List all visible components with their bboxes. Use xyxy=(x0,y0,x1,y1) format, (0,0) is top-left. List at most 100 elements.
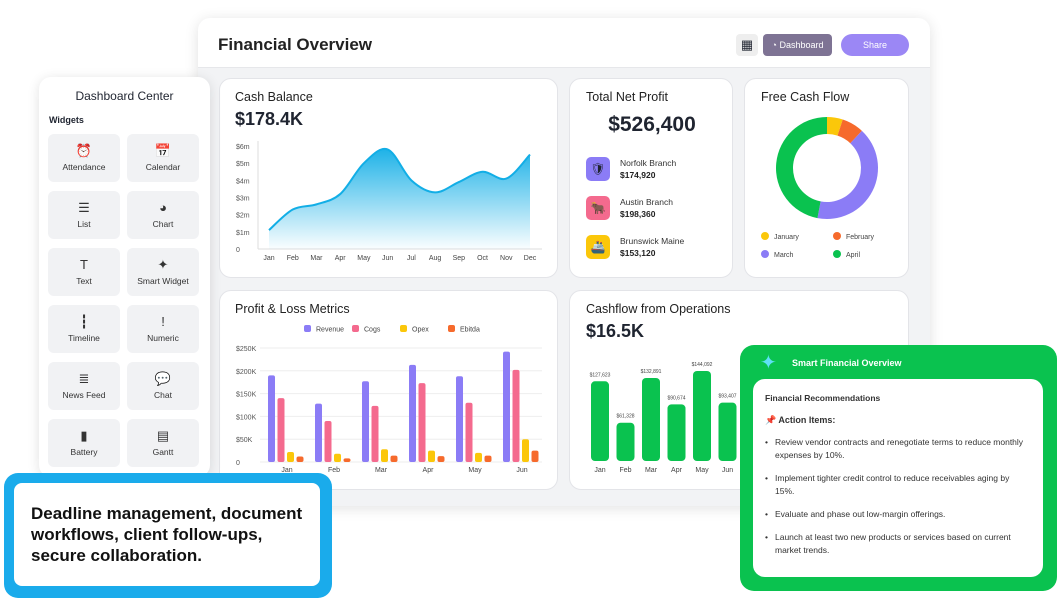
x-tick-label: Mar xyxy=(645,467,658,474)
smart-overview-title: Smart Financial Overview xyxy=(792,358,902,368)
grid-icon[interactable]: ▦ xyxy=(736,34,758,56)
clock-icon: ⏰ xyxy=(75,143,93,158)
widget-label: Attendance xyxy=(62,162,106,172)
header: Financial Overview ▦ ◔ Dashboard Share xyxy=(198,18,930,68)
list-icon: ☰ xyxy=(78,200,90,215)
card-title: Profit & Loss Metrics xyxy=(235,302,350,316)
bar-revenue xyxy=(315,403,322,462)
bar-cogs xyxy=(465,402,473,462)
bar-ebitda xyxy=(343,458,351,462)
recommendations-heading: Financial Recommendations xyxy=(765,393,881,403)
cashflow-ops-value: $16.5K xyxy=(586,321,645,341)
bar-cogs xyxy=(512,369,520,462)
area-fill xyxy=(269,148,530,249)
cash-balance-chart: 0 $1m $2m $3m $4m $5m $6m Jan Feb Mar Apr May Jun Jul… xyxy=(236,141,542,262)
recommendations-box: Financial Recommendations 📌 Action Items… xyxy=(753,379,1043,577)
widget-label: Chart xyxy=(152,219,174,229)
legend-swatch xyxy=(833,232,841,240)
legend-label: April xyxy=(846,252,860,259)
widget-label: Timeline xyxy=(68,333,100,343)
branch-name: Austin Branch xyxy=(620,197,673,207)
x-tick-label: Apr xyxy=(423,467,435,474)
widget-battery[interactable]: ▮ Battery xyxy=(48,419,120,467)
bar-ebitda xyxy=(531,450,539,462)
share-button[interactable]: Share xyxy=(841,34,909,56)
cashflow-bar xyxy=(667,404,686,461)
widget-label: Battery xyxy=(70,447,98,457)
legend-swatch xyxy=(761,250,769,258)
widget-chart[interactable]: ◕ Chart xyxy=(127,191,199,239)
y-tick-label: $5m xyxy=(236,161,250,168)
area-line xyxy=(268,147,531,231)
widget-numeric[interactable]: ! Numeric xyxy=(127,305,199,353)
data-label: $90,674 xyxy=(667,395,685,401)
widget-text[interactable]: T Text xyxy=(48,248,120,296)
bull-icon: 🐂 xyxy=(586,196,610,220)
recommendation-item: Review vendor contracts and renegotiate … xyxy=(765,436,1031,462)
callout-text: Deadline management, document workflows,… xyxy=(14,483,320,586)
branch-name: Brunswick Maine xyxy=(620,236,685,246)
x-tick-label: Mar xyxy=(375,467,388,474)
cashflow-bar xyxy=(591,381,609,461)
free-cash-flow-card: Free Cash Flow January February March April xyxy=(744,78,909,278)
cash-balance-card: Cash Balance $178.4K 0 $1m $2m $3m $4m $5m $6m… xyxy=(219,78,558,278)
x-tick-label: May xyxy=(468,467,482,474)
recommendation-item: Implement tighter credit control to redu… xyxy=(765,472,1031,498)
bar-revenue xyxy=(362,381,369,462)
data-label: $61,328 xyxy=(616,414,634,420)
widget-calendar[interactable]: 📅 Calendar xyxy=(127,134,199,182)
bar-cogs xyxy=(277,398,285,462)
x-tick-label: Nov xyxy=(500,255,513,262)
bar-opex xyxy=(334,453,341,462)
y-tick-label: $250K xyxy=(236,346,257,353)
panel-title: Dashboard Center xyxy=(75,89,174,103)
widget-label: Text xyxy=(76,276,92,286)
bar-opex xyxy=(475,452,482,462)
y-tick-label: $50K xyxy=(236,437,253,444)
card-title: Cash Balance xyxy=(235,90,313,104)
net-profit-value: $526,400 xyxy=(608,113,696,136)
dashboard-button[interactable]: ◔ Dashboard xyxy=(763,34,832,56)
data-label: $144,092 xyxy=(692,362,713,368)
dashboard-center-panel: Dashboard Center Widgets ⏰ Attendance 📅 Cal… xyxy=(39,77,210,477)
x-tick-label: Feb xyxy=(287,255,299,262)
numeric-icon: ! xyxy=(161,314,165,329)
sparkle-icon: ✦ xyxy=(157,257,169,272)
x-tick-label: Jul xyxy=(407,255,416,262)
y-tick-label: 0 xyxy=(236,460,240,467)
x-tick-label: Jan xyxy=(263,255,274,262)
x-tick-label: Dec xyxy=(524,255,537,262)
legend-swatch xyxy=(352,325,359,332)
widget-label: List xyxy=(77,219,91,229)
pl-card: Profit & Loss Metrics Revenue Cogs Opex Ebi… xyxy=(219,290,558,490)
chat-icon: 💬 xyxy=(154,371,172,386)
widget-attendance[interactable]: ⏰ Attendance xyxy=(48,134,120,182)
x-tick-label: Feb xyxy=(619,467,631,474)
bar-ebitda xyxy=(437,456,445,462)
widget-news-feed[interactable]: ≣ News Feed xyxy=(48,362,120,410)
widget-label: News Feed xyxy=(62,390,106,400)
data-label: $127,623 xyxy=(590,372,611,378)
y-tick-label: $100K xyxy=(236,414,257,421)
widget-label: Chat xyxy=(154,390,172,400)
legend-swatch xyxy=(833,250,841,258)
widget-list[interactable]: ☰ List xyxy=(48,191,120,239)
y-tick-label: $4m xyxy=(236,178,250,185)
pie-chart-icon: ◕ xyxy=(159,200,167,215)
ship-icon: 🚢 xyxy=(586,235,610,259)
y-tick-label: $3m xyxy=(236,196,250,203)
widgets-heading: Widgets xyxy=(49,115,84,125)
widget-smart-widget[interactable]: ✦ Smart Widget xyxy=(127,248,199,296)
recommendation-item: Evaluate and phase out low-margin offeri… xyxy=(765,508,1031,521)
widget-chat[interactable]: 💬 Chat xyxy=(127,362,199,410)
news-icon: ≣ xyxy=(78,371,90,386)
branch-value: $153,120 xyxy=(620,248,656,258)
widget-gantt[interactable]: ▤ Gantt xyxy=(127,419,199,467)
bar-opex xyxy=(287,451,294,462)
widget-timeline[interactable]: ┇ Timeline xyxy=(48,305,120,353)
donut-slice-february xyxy=(837,119,862,144)
branch-value: $174,920 xyxy=(620,170,656,180)
card-title: Cashflow from Operations xyxy=(586,302,731,316)
cashflow-bar xyxy=(693,371,711,461)
x-tick-label: Apr xyxy=(335,255,347,262)
